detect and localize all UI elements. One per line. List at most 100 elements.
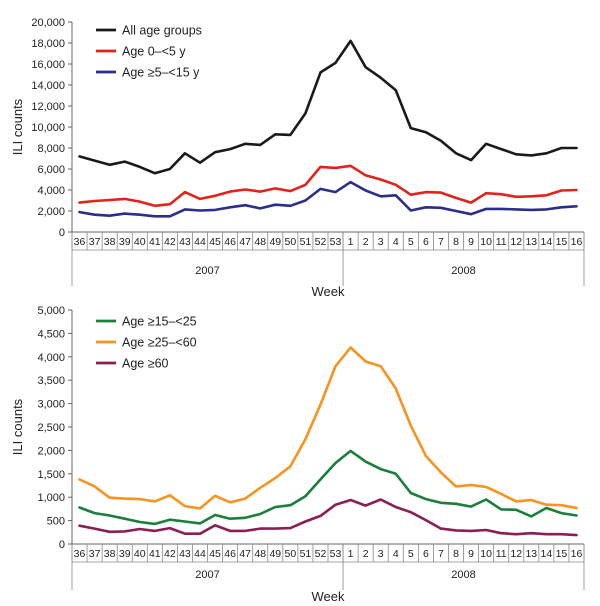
y-tick-label: 16,000 <box>31 59 65 71</box>
x-tick-label: 51 <box>300 236 312 248</box>
x-tick-label: 44 <box>194 236 206 248</box>
x-tick-label: 39 <box>119 548 131 560</box>
y-tick-label: 10,000 <box>31 122 65 134</box>
x-tick-label: 45 <box>209 548 221 560</box>
x-tick-label: 38 <box>104 236 116 248</box>
x-tick-label: 6 <box>423 236 429 248</box>
legend-label: Age ≥15–<25 <box>122 315 197 329</box>
legend-label: Age ≥60 <box>122 357 169 371</box>
x-tick-label: 8 <box>453 236 459 248</box>
x-tick-label: 45 <box>209 236 221 248</box>
y-tick-label: 0 <box>59 227 65 239</box>
x-tick-label: 47 <box>239 548 251 560</box>
x-tick-label: 46 <box>224 548 236 560</box>
chart-2: 0 500 1,000 1,500 2,000 2,500 3,000 3,500 4,000 4… <box>10 305 585 604</box>
x-tick-label: 5 <box>408 548 414 560</box>
x-tick-label: 7 <box>438 236 444 248</box>
x-tick-label: 36 <box>74 236 86 248</box>
x-tick-label: 15 <box>556 236 568 248</box>
x-tick-label: 38 <box>104 548 116 560</box>
y-tick-label: 2,000 <box>37 206 65 218</box>
x-tick-label: 41 <box>149 548 161 560</box>
x-tick-label: 10 <box>480 548 492 560</box>
x-tick-label: 11 <box>496 236 507 248</box>
y-tick-label: 14,000 <box>31 80 65 92</box>
x-year-label: 2007 <box>195 265 219 277</box>
x-tick-label: 49 <box>269 548 281 560</box>
x-tick-label: 1 <box>348 236 354 248</box>
series-line-2 <box>78 346 578 510</box>
y-tick-label: 3,000 <box>37 399 65 411</box>
x-tick-label: 43 <box>179 548 191 560</box>
x-tick-label: 44 <box>194 548 206 560</box>
y-tick-label: 2,500 <box>37 422 65 434</box>
x-tick-label: 14 <box>541 548 553 560</box>
legend-label: Age ≥25–<60 <box>122 336 197 350</box>
x-tick-label: 42 <box>164 548 176 560</box>
x-tick-label: 4 <box>393 236 399 248</box>
x-tick-label: 47 <box>239 236 251 248</box>
x-tick-label: 52 <box>315 548 327 560</box>
x-tick-label: 13 <box>525 236 537 248</box>
x-tick-label: 37 <box>89 236 101 248</box>
x-tick-label: 9 <box>468 236 474 248</box>
y-tick-label: 4,500 <box>37 328 65 340</box>
series-line-1 <box>78 449 578 526</box>
y-tick-label: 1,000 <box>37 492 65 504</box>
x-tick-label: 52 <box>315 236 327 248</box>
y-tick-label: 8,000 <box>37 143 65 155</box>
y-tick-label: 0 <box>59 539 65 551</box>
x-year-label: 2008 <box>451 265 475 277</box>
x-tick-label: 10 <box>480 236 492 248</box>
x-tick-label: 43 <box>179 236 191 248</box>
x-tick-label: 12 <box>510 548 522 560</box>
y-tick-label: 1,500 <box>37 469 65 481</box>
y-tick-label: 2,000 <box>37 445 65 457</box>
x-tick-label: 40 <box>134 548 146 560</box>
y-tick-label: 500 <box>47 516 65 528</box>
x-year-label: 2008 <box>451 569 475 581</box>
y-axis-title: ILI counts <box>10 398 25 455</box>
x-tick-label: 39 <box>119 236 131 248</box>
x-tick-label: 48 <box>254 236 266 248</box>
legend-label: Age 0–<5 y <box>122 45 186 59</box>
x-axis-title: Week <box>312 589 345 604</box>
x-tick-label: 36 <box>74 548 86 560</box>
x-tick-label: 4 <box>393 548 399 560</box>
series-line-3 <box>78 498 578 537</box>
x-tick-label: 3 <box>378 548 384 560</box>
x-year-label: 2007 <box>195 569 219 581</box>
legend-label: All age groups <box>122 24 202 38</box>
x-tick-label: 42 <box>164 236 176 248</box>
series-line-3 <box>78 180 578 218</box>
x-axis-title: Week <box>312 284 345 299</box>
x-tick-label: 7 <box>438 548 444 560</box>
x-tick-label: 6 <box>423 548 429 560</box>
x-tick-label: 41 <box>149 236 161 248</box>
x-tick-label: 51 <box>300 548 312 560</box>
y-tick-label: 6,000 <box>37 164 65 176</box>
x-tick-label: 1 <box>348 548 354 560</box>
y-tick-label: 18,000 <box>31 38 65 50</box>
x-tick-label: 2 <box>363 548 369 560</box>
x-tick-label: 48 <box>254 548 266 560</box>
x-tick-label: 50 <box>285 548 297 560</box>
y-tick-label: 4,000 <box>37 352 65 364</box>
legend-label: Age ≥5–<15 y <box>122 66 200 80</box>
x-tick-label: 46 <box>224 236 236 248</box>
x-tick-label: 8 <box>453 548 459 560</box>
y-tick-label: 3,500 <box>37 375 65 387</box>
x-tick-label: 14 <box>541 236 553 248</box>
x-tick-label: 53 <box>330 548 342 560</box>
x-tick-label: 16 <box>571 548 583 560</box>
chart-1: 0 2,000 4,000 6,000 8,000 10,000 12,000 14,000 1… <box>10 17 585 299</box>
x-tick-label: 13 <box>525 548 537 560</box>
x-tick-label: 40 <box>134 236 146 248</box>
y-tick-label: 5,000 <box>37 305 65 317</box>
x-tick-label: 2 <box>363 236 369 248</box>
series-line-2 <box>78 164 578 208</box>
x-tick-label: 15 <box>556 548 568 560</box>
y-tick-label: 20,000 <box>31 17 65 29</box>
y-axis-title: ILI counts <box>10 98 25 155</box>
